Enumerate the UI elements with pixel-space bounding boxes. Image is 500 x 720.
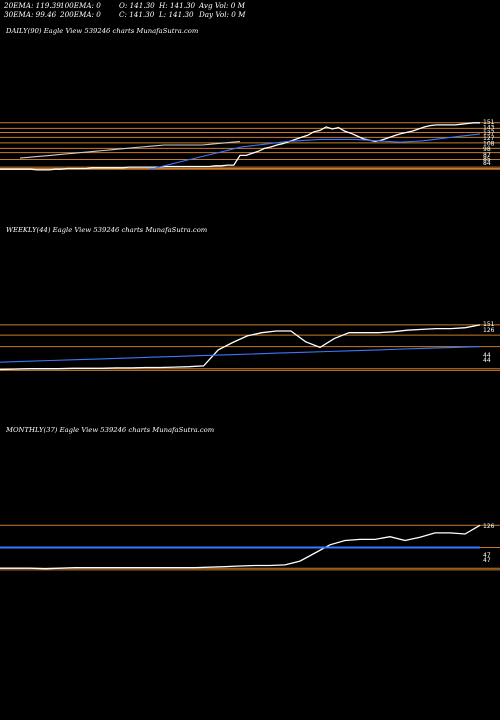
monthly-tick-label: 47 [483, 557, 491, 564]
daily-tick-label: 151 [483, 119, 495, 126]
ema100-label: 100EMA: 0 [60, 1, 101, 10]
open-label: O: 141.30 [119, 1, 155, 10]
daily-series-line [19, 140, 241, 159]
monthly-panel-title: MONTHLY(37) Eagle View 539246 charts Mun… [6, 426, 215, 434]
ema200-label: 200EMA: 0 [60, 10, 101, 19]
header-col3: O: 141.30 C: 141.30 [119, 1, 155, 19]
monthly-tick-label: 47 [483, 552, 491, 559]
daily-tick-label: 87 [483, 152, 491, 159]
weekly-tick-label: 151 [483, 321, 495, 328]
high-label: H: 141.30 [159, 1, 196, 10]
daily-tick-label: 84 [483, 160, 491, 167]
avg-vol-label: Avg Vol: 0 M [199, 1, 245, 10]
daily-series-line [0, 122, 480, 171]
monthly-tick-label: 126 [483, 523, 495, 530]
header-col4: H: 141.30 L: 141.30 [159, 1, 195, 19]
daily-tick-label: 127 [483, 135, 495, 142]
daily-tick-label: 137 [483, 130, 495, 137]
close-label: C: 141.30 [119, 10, 155, 19]
ema30-label: 30EMA: 99.46 [4, 10, 57, 19]
header-col5: Avg Vol: 0 M Day Vol: 0 M [199, 1, 245, 19]
ema20-label: 20EMA: 119.39 [4, 1, 61, 10]
monthly-series-line [0, 524, 481, 570]
daily-tick-label: 143 [483, 124, 495, 131]
weekly-series-line [0, 346, 481, 363]
weekly-panel-title: WEEKLY(44) Eagle View 539246 charts Muna… [6, 226, 208, 234]
daily-panel-title: DAILY(90) Eagle View 539246 charts Munaf… [6, 27, 199, 35]
weekly-tick-label: 44 [483, 352, 491, 359]
low-label: L: 141.30 [159, 10, 194, 19]
header-col1: 20EMA: 119.39 30EMA: 99.46 [4, 1, 61, 19]
weekly-tick-label: 126 [483, 327, 495, 334]
daily-tick-label: 85 [483, 156, 491, 163]
daily-series-line [149, 133, 481, 170]
header-col2: 100EMA: 0 200EMA: 0 [60, 1, 101, 19]
weekly-series-line [0, 324, 481, 371]
weekly-tick-label: 44 [483, 357, 491, 364]
daily-tick-label: 108 [483, 141, 495, 148]
day-vol-label: Day Vol: 0 M [199, 10, 246, 19]
daily-tick-label: 98 [483, 146, 491, 153]
